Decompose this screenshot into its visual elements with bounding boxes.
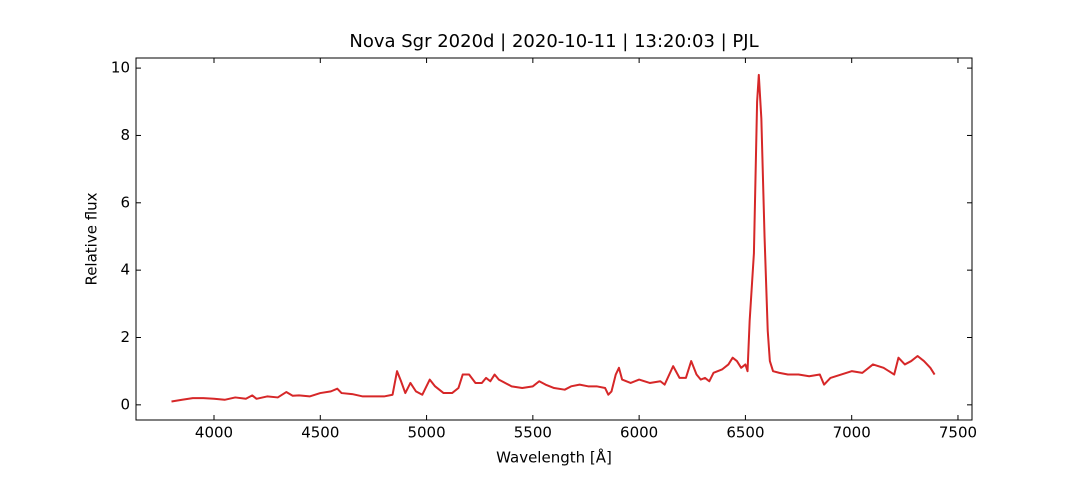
x-tick-label: 4000: [195, 424, 233, 442]
x-tick-label: 6500: [726, 424, 764, 442]
x-tick-label: 7000: [833, 424, 871, 442]
y-tick-label: 2: [120, 328, 130, 346]
chart-title: Nova Sgr 2020d | 2020-10-11 | 13:20:03 |…: [349, 31, 758, 52]
x-tick-label: 6000: [620, 424, 658, 442]
y-tick-label: 0: [120, 395, 130, 413]
plot-frame: [135, 57, 973, 421]
y-axis-label: Relative flux: [83, 192, 101, 285]
y-tick-label: 4: [120, 261, 130, 279]
x-tick-label: 4500: [301, 424, 339, 442]
x-axis-label: Wavelength [Å]: [496, 448, 612, 467]
x-tick-label: 7500: [939, 424, 977, 442]
x-tick-label: 5500: [514, 424, 552, 442]
x-tick-label: 5000: [407, 424, 445, 442]
y-tick-label: 8: [120, 126, 130, 144]
y-tick-label: 6: [120, 193, 130, 211]
spectrum-line: [171, 73, 936, 403]
y-tick-label: 10: [111, 59, 130, 77]
